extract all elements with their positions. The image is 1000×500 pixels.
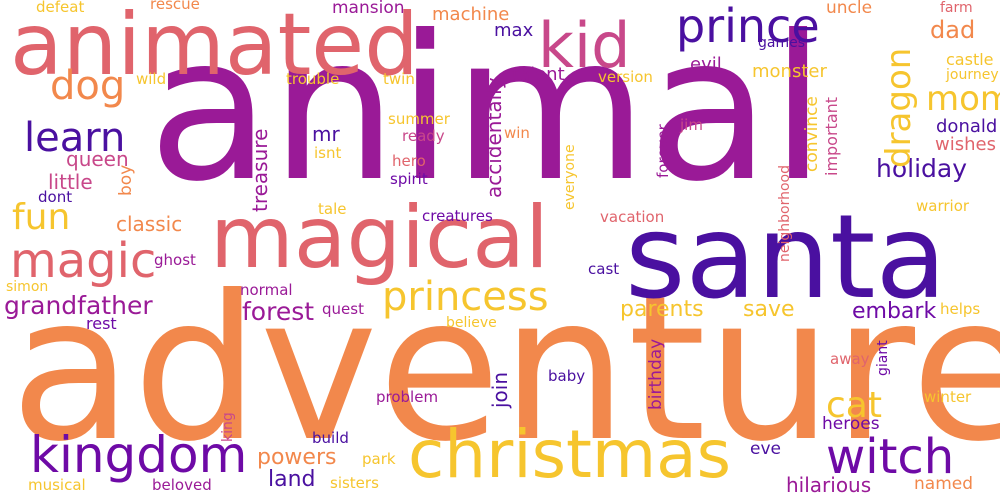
word-dont: dont xyxy=(38,188,73,206)
word-cat: cat xyxy=(826,385,882,426)
word-eve: eve xyxy=(750,439,781,459)
word-machine: machine xyxy=(432,4,510,25)
word-win: win xyxy=(504,124,530,142)
word-quest: quest xyxy=(322,300,364,318)
word-winter: winter xyxy=(924,388,972,406)
word-mansion: mansion xyxy=(332,0,405,18)
word-defeat: defeat xyxy=(36,0,85,16)
word-mr: mr xyxy=(312,122,340,146)
word-classic: classic xyxy=(116,212,183,236)
word-queen: queen xyxy=(66,147,129,171)
word-wild: wild xyxy=(136,70,167,88)
word-journey: journey xyxy=(946,67,999,83)
word-christmas: christmas xyxy=(408,416,731,493)
word-ready: ready xyxy=(402,127,445,145)
word-kid: kid xyxy=(538,9,631,82)
word-giant: giant xyxy=(875,340,891,376)
word-monster: monster xyxy=(752,61,827,82)
word-sisters: sisters xyxy=(330,474,379,492)
word-castle: castle xyxy=(946,50,994,69)
word-trouble: trouble xyxy=(286,70,340,88)
word-hilarious: hilarious xyxy=(786,473,872,497)
word-everyone: everyone xyxy=(562,144,578,210)
word-dragon: dragon xyxy=(879,47,919,168)
word-dad: dad xyxy=(930,16,976,44)
word-cast: cast xyxy=(588,260,620,278)
word-musical: musical xyxy=(28,476,86,494)
word-holiday: holiday xyxy=(876,154,968,183)
word-powers: powers xyxy=(257,445,337,470)
word-dog: dog xyxy=(50,63,126,109)
word-forest: forest xyxy=(242,297,315,326)
word-forever: forever xyxy=(654,124,672,178)
word-build: build xyxy=(312,429,349,447)
word-spirit: spirit xyxy=(390,170,428,188)
word-vacation: vacation xyxy=(600,208,665,226)
word-rescue: rescue xyxy=(150,0,200,13)
word-important: important xyxy=(822,96,841,176)
word-isnt: isnt xyxy=(314,144,342,162)
word-save: save xyxy=(743,297,795,322)
word-animal: animal xyxy=(148,0,826,226)
word-uncle: uncle xyxy=(826,0,873,18)
word-embark: embark xyxy=(852,299,937,324)
word-rest: rest xyxy=(86,314,117,333)
word-accidentally: accidentally xyxy=(482,77,506,198)
word-neighborhood: neighborhood xyxy=(777,165,793,262)
word-helps: helps xyxy=(940,300,981,318)
word-beloved: beloved xyxy=(152,476,212,494)
word-treasure: treasure xyxy=(248,128,272,212)
word-problem: problem xyxy=(376,388,439,406)
word-evil: evil xyxy=(690,54,722,75)
word-baby: baby xyxy=(548,367,586,385)
word-kingdom: kingdom xyxy=(30,426,248,484)
word-grandfather: grandfather xyxy=(4,291,153,320)
word-santa: santa xyxy=(625,190,947,325)
word-boy: boy xyxy=(116,164,136,196)
word-parents: parents xyxy=(620,297,704,322)
word-convince: convince xyxy=(802,96,822,172)
word-join: join xyxy=(488,371,512,408)
word-fun: fun xyxy=(12,197,71,238)
word-believe: believe xyxy=(446,315,497,331)
word-little: little xyxy=(48,170,93,194)
word-wishes: wishes xyxy=(935,134,996,155)
word-max: max xyxy=(494,20,534,41)
word-creatures: creatures xyxy=(422,207,493,225)
word-twin: twin xyxy=(383,70,415,88)
word-named: named xyxy=(914,474,974,494)
word-jim: jim xyxy=(680,116,703,134)
word-learn: learn xyxy=(24,115,126,161)
word-away: away xyxy=(830,350,870,368)
word-talent: talent xyxy=(512,64,565,85)
word-witch: witch xyxy=(826,429,955,485)
word-prince: prince xyxy=(676,0,820,53)
word-park: park xyxy=(362,450,396,468)
word-normal: normal xyxy=(240,281,293,299)
word-summer: summer xyxy=(388,110,450,128)
word-birthday: birthday xyxy=(646,338,666,410)
word-heroes: heroes xyxy=(822,414,880,434)
word-donald: donald xyxy=(936,116,998,137)
word-adventure: adventure xyxy=(10,253,1000,486)
word-simon: simon xyxy=(6,279,49,295)
word-games: games xyxy=(758,35,806,51)
word-animated: animated xyxy=(10,0,419,95)
word-princess: princess xyxy=(382,274,549,320)
word-king: king xyxy=(220,412,236,442)
word-warrior: warrior xyxy=(916,197,970,215)
word-land: land xyxy=(268,467,316,492)
word-mom: mom xyxy=(926,79,1000,119)
word-version: version xyxy=(598,68,653,86)
word-ghost: ghost xyxy=(154,251,196,269)
word-farm: farm xyxy=(940,0,973,16)
word-magical: magical xyxy=(210,188,549,288)
word-tale: tale xyxy=(318,200,347,218)
word-hero: hero xyxy=(392,152,426,170)
word-magic: magic xyxy=(10,233,157,289)
